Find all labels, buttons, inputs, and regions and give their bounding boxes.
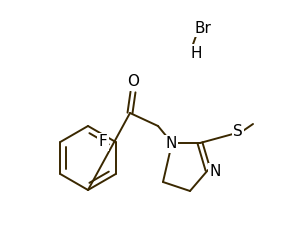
Text: S: S bbox=[233, 123, 243, 138]
Text: N: N bbox=[209, 164, 221, 179]
Text: N: N bbox=[165, 137, 177, 151]
Text: H: H bbox=[190, 46, 202, 60]
Text: F: F bbox=[98, 135, 107, 150]
Text: O: O bbox=[127, 74, 139, 90]
Text: Br: Br bbox=[195, 20, 212, 36]
